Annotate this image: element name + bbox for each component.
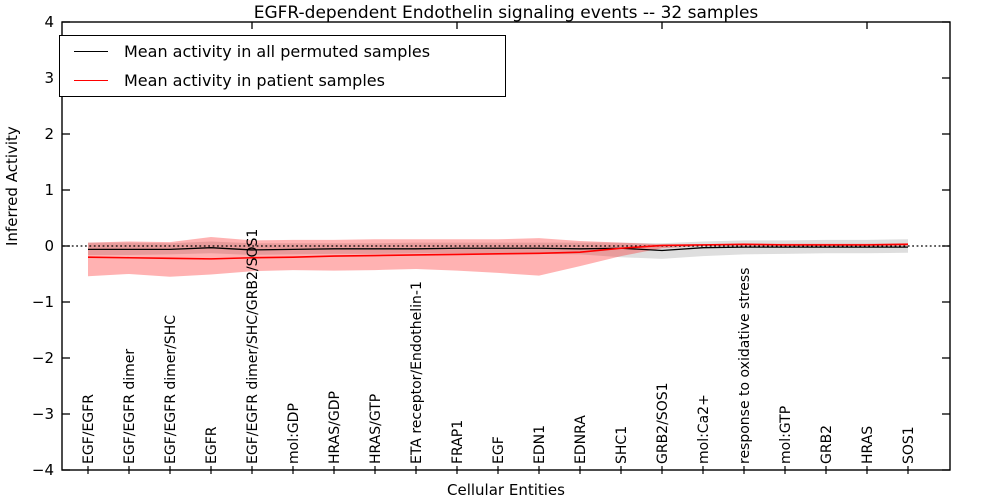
y-tick-label: 0 — [44, 237, 54, 255]
category-label: EDNRA — [573, 415, 589, 464]
x-axis-label: Cellular Entities — [447, 481, 565, 499]
permuted-mean-line — [88, 246, 908, 252]
category-label: GRB2 — [819, 425, 835, 464]
legend: Mean activity in all permuted samples Me… — [59, 35, 506, 97]
category-label: mol:GDP — [286, 403, 302, 464]
patient-mean-line — [87, 243, 909, 260]
patient-range-band — [88, 237, 908, 277]
category-label: SOS1 — [901, 426, 917, 464]
legend-item-permuted: Mean activity in all permuted samples — [60, 38, 505, 65]
permuted-line-swatch — [74, 51, 108, 52]
category-label: EGF/EGFR dimer — [122, 349, 138, 464]
y-tick-label: 3 — [44, 69, 54, 87]
y-tick-label: 2 — [44, 125, 54, 143]
category-label: EGF/EGFR — [81, 394, 97, 464]
category-label: EGF/EGFR dimer/SHC/GRB2/SOS1 — [245, 229, 261, 464]
legend-item-patient: Mean activity in patient samples — [60, 67, 505, 94]
category-label: ETA receptor/Endothelin-1 — [409, 281, 425, 464]
y-tick-label: −1 — [32, 293, 54, 311]
y-tick-label: −4 — [32, 461, 54, 479]
category-label: HRAS/GDP — [327, 391, 343, 464]
y-tick-label: −3 — [32, 405, 54, 423]
patient-line-swatch — [74, 80, 108, 81]
category-label: EGF/EGFR dimer/SHC — [163, 315, 179, 464]
legend-label-patient: Mean activity in patient samples — [124, 71, 385, 90]
category-label: response to oxidative stress — [737, 268, 753, 464]
category-label: HRAS — [860, 426, 876, 464]
y-tick-label: 4 — [44, 13, 54, 31]
category-label: GRB2/SOS1 — [655, 382, 671, 464]
category-label: FRAP1 — [450, 420, 466, 464]
category-label: HRAS/GTP — [368, 394, 384, 464]
plot-frame — [61, 21, 951, 471]
chart-title: EGFR-dependent Endothelin signaling even… — [253, 3, 759, 23]
category-label: EDN1 — [532, 425, 548, 464]
category-label: mol:GTP — [778, 406, 794, 464]
legend-label-permuted: Mean activity in all permuted samples — [124, 42, 431, 61]
category-label: EGF — [491, 436, 507, 464]
y-tick-label: −2 — [32, 349, 54, 367]
category-label: EGFR — [204, 426, 220, 464]
category-label: mol:Ca2+ — [696, 394, 712, 464]
category-label: SHC1 — [614, 426, 630, 464]
y-tick-label: 1 — [44, 181, 54, 199]
